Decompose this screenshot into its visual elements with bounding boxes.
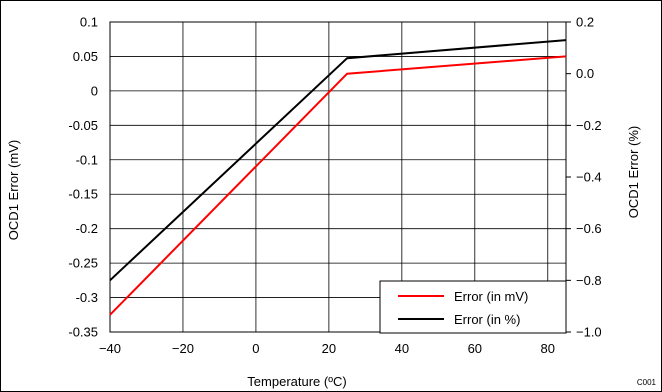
x-axis-title: Temperature (ºC) [247,374,346,389]
series-lines [109,39,567,316]
series-line-mv [109,55,567,316]
x-tick-label: 40 [395,341,409,356]
x-axis-ticks: −40 −20 0 20 40 60 80 [99,341,555,356]
series-line-pct [109,39,567,282]
legend: Error (in mV) Error (in %) [379,280,567,334]
y2-tick-label: −0.2 [576,118,602,133]
y-tick-label: -0.25 [68,256,98,271]
y-tick-label: -0.2 [76,221,98,236]
x-tick-label: 0 [252,341,259,356]
y2-tick-label: −0.6 [576,221,602,236]
y2-axis-ticks: 0.2 0.0 −0.2 −0.4 −0.6 −0.8 −1.0 [566,15,602,340]
y2-axis-title: OCD1 Error (%) [626,126,641,218]
y-tick-label: 0.05 [73,49,98,64]
y2-tick-label: −0.4 [576,170,602,185]
y-tick-label: 0.1 [80,15,98,30]
y2-tick-label: 0.2 [576,15,594,30]
y-axis-title: OCD1 Error (mV) [6,140,21,240]
y2-tick-label: −0.8 [576,273,602,288]
y-tick-label: -0.35 [68,325,98,340]
x-tick-label: 20 [322,341,336,356]
legend-label-mv: Error (in mV) [454,289,528,304]
x-tick-label: 60 [468,341,482,356]
y-tick-label: -0.1 [76,152,98,167]
y-tick-label: -0.15 [68,187,98,202]
x-tick-label: −20 [172,341,194,356]
y-tick-label: -0.05 [68,118,98,133]
y2-tick-label: 0.0 [576,66,594,81]
legend-label-pct: Error (in %) [454,312,520,327]
x-tick-label: −40 [99,341,121,356]
legend-box [379,280,567,334]
y-tick-label: 0 [91,83,98,98]
y2-tick-label: −1.0 [576,325,602,340]
x-tick-label: 80 [541,341,555,356]
corner-annotation: C001 [637,378,657,387]
y-axis-ticks: 0.1 0.05 0 -0.05 -0.1 -0.15 -0.2 -0.25 -0.3 -0.35 [68,15,98,340]
y-tick-label: -0.3 [76,290,98,305]
